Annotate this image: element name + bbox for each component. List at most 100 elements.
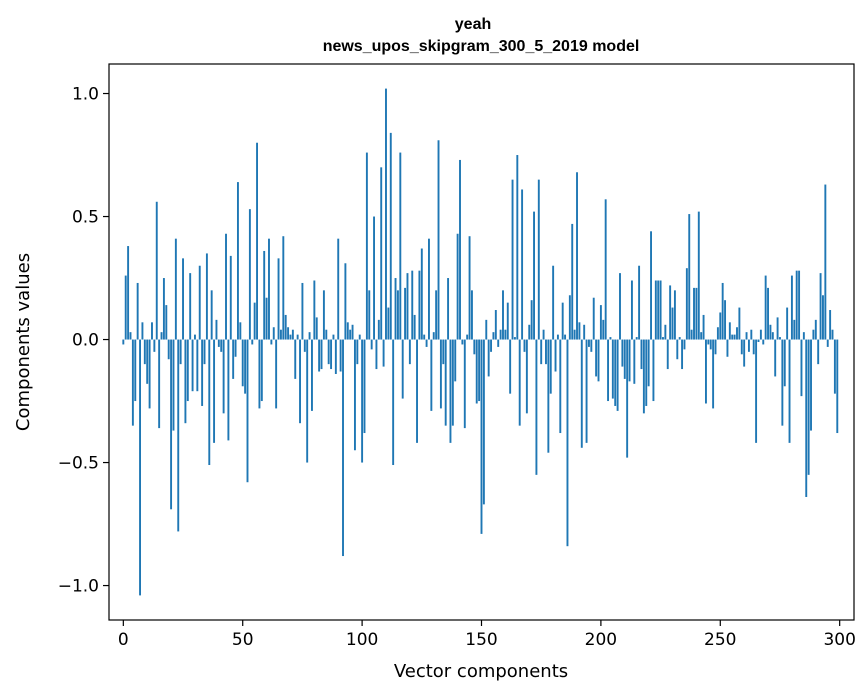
bar <box>590 339 593 352</box>
bar <box>196 339 199 392</box>
bar <box>330 339 333 370</box>
bar <box>518 339 521 426</box>
bar <box>728 322 731 340</box>
bar <box>370 339 373 350</box>
bar <box>597 339 600 382</box>
bar <box>535 339 538 475</box>
y-tick-label: −1.0 <box>58 577 99 597</box>
bar <box>540 339 543 365</box>
bar <box>611 339 614 399</box>
bar <box>299 339 301 424</box>
bar <box>389 132 392 340</box>
bar <box>525 339 528 414</box>
bar <box>693 287 695 340</box>
bar <box>143 339 146 365</box>
x-tick-label: 100 <box>346 630 378 650</box>
bar <box>609 337 612 340</box>
bar <box>764 275 767 340</box>
bar <box>179 339 182 365</box>
bar <box>759 329 762 340</box>
bar <box>377 319 380 340</box>
bar <box>167 339 170 360</box>
bar <box>155 201 158 340</box>
bar <box>308 332 311 340</box>
bar <box>640 339 643 370</box>
bar <box>134 339 137 402</box>
bar <box>129 332 132 340</box>
bar <box>700 332 703 340</box>
bar <box>470 290 473 340</box>
bar <box>361 339 364 463</box>
bar <box>373 216 375 340</box>
bar <box>537 179 540 340</box>
bar <box>344 263 347 340</box>
bar <box>365 152 368 340</box>
bar <box>533 211 535 340</box>
bar <box>320 339 323 370</box>
bar <box>824 184 827 340</box>
bar <box>439 339 442 409</box>
bar <box>630 280 633 340</box>
bar <box>174 238 177 340</box>
y-tick-label: 1.0 <box>72 85 99 105</box>
bar <box>213 339 216 443</box>
plot-frame <box>108 63 855 621</box>
bar <box>353 339 356 451</box>
bar <box>291 329 294 340</box>
bar <box>418 270 421 340</box>
bar <box>420 248 423 340</box>
bar <box>124 275 127 340</box>
bar <box>542 329 545 340</box>
bar <box>795 270 798 340</box>
bar <box>681 339 684 370</box>
bar <box>497 339 500 347</box>
bar <box>545 339 547 365</box>
bar <box>332 334 335 340</box>
bar <box>449 339 452 443</box>
bar <box>556 334 559 340</box>
bar <box>530 300 533 340</box>
bar <box>776 317 779 340</box>
bar <box>466 334 469 340</box>
bar <box>697 211 700 340</box>
bar <box>153 339 156 352</box>
bar <box>277 258 280 340</box>
bar <box>666 339 669 370</box>
bar <box>702 314 705 340</box>
bar <box>160 332 163 340</box>
bar <box>401 339 404 399</box>
bar <box>170 339 173 510</box>
bar <box>313 280 316 340</box>
bar <box>468 236 471 340</box>
bar <box>724 300 727 340</box>
bar <box>478 339 481 402</box>
bar <box>189 273 192 340</box>
bar <box>282 236 285 340</box>
bar <box>619 273 621 340</box>
bar <box>750 329 753 340</box>
bar <box>356 339 359 365</box>
bar <box>122 339 125 345</box>
bar <box>201 339 204 406</box>
x-tick-label: 200 <box>585 630 617 650</box>
bar <box>662 337 664 340</box>
bar <box>396 290 399 340</box>
bar <box>253 302 256 340</box>
bar <box>456 233 459 340</box>
bar <box>492 332 495 340</box>
bar <box>676 339 679 360</box>
bar <box>779 337 781 340</box>
bar <box>382 339 385 367</box>
bar <box>473 339 476 355</box>
bar <box>342 339 344 557</box>
bar <box>198 265 201 340</box>
bar <box>248 209 251 340</box>
bar <box>509 339 512 394</box>
bar <box>387 307 390 340</box>
bar <box>807 339 810 475</box>
bar <box>819 273 822 340</box>
bar <box>270 339 273 345</box>
bar <box>805 339 808 497</box>
bar <box>325 329 328 340</box>
